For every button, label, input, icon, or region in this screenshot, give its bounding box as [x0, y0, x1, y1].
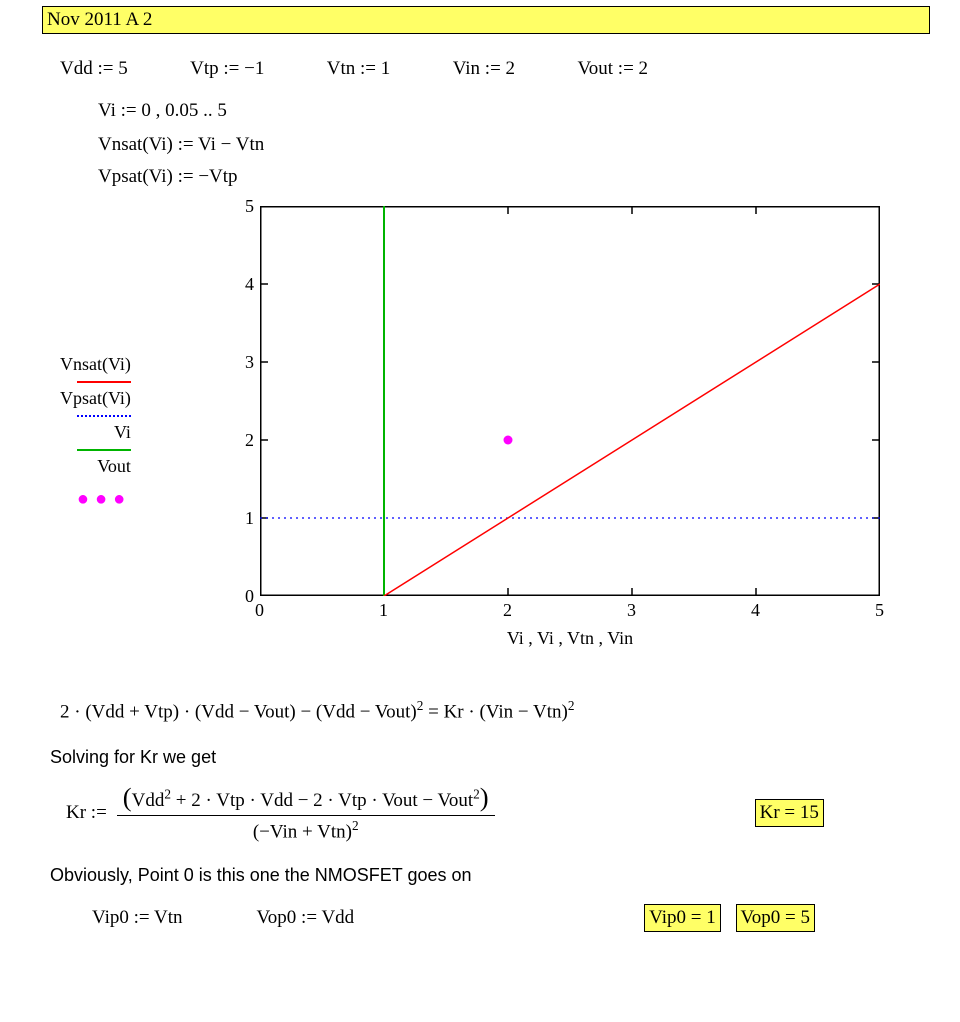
eq-p3: = Kr · (Vin − Vtn): [423, 701, 567, 722]
kr-result: Kr = 15: [755, 799, 824, 827]
chart: Vnsat(Vi) Vpsat(Vi) Vi Vout ●●● 012345 0…: [60, 200, 930, 670]
assign-vout: Vout := 2: [577, 58, 648, 79]
vpsat-def: Vpsat(Vi) := −Vtp: [98, 166, 930, 188]
title-bar: Nov 2011 A 2: [42, 6, 930, 34]
kr-definition: Kr := (Vdd 2 + 2 · Vtp · Vdd − 2 · Vtp · …: [66, 782, 930, 843]
kr-num-t2: + 2 · Vtp · Vdd − 2 · Vtp · Vout − Vout: [171, 790, 473, 811]
vip-results: Vip0 = 1 Vop0 = 5: [644, 904, 815, 932]
kr-den-s1: 2: [352, 818, 359, 833]
kr-lhs: Kr :=: [66, 802, 107, 824]
kr-den-t1: (−Vin + Vtn): [253, 821, 352, 842]
kr-result-box: Kr = 15: [755, 799, 824, 827]
kr-denominator: (−Vin + Vtn)2: [117, 818, 495, 843]
legend-vnsat-swatch: [77, 381, 131, 383]
legend-vpsat-label: Vpsat(Vi): [60, 384, 131, 413]
assign-vin: Vin := 2: [453, 58, 515, 79]
legend-vpsat-swatch: [77, 415, 131, 417]
definition-block: Vi := 0 , 0.05 .. 5 Vnsat(Vi) := Vi − Vt…: [98, 100, 930, 188]
eq-p1: 2 · (Vdd + Vtp) · (Vdd − Vout) − (Vdd − …: [60, 701, 417, 722]
kr-fraction: (Vdd 2 + 2 · Vtp · Vdd − 2 · Vtp · Vout −…: [117, 782, 495, 843]
legend-vnsat: Vnsat(Vi): [60, 350, 131, 384]
obvious-text: Obviously, Point 0 is this one the NMOSF…: [50, 865, 930, 886]
chart-x-label: Vi , Vi , Vtn , Vin: [260, 628, 880, 649]
vip0-assign: Vip0 := Vtn: [92, 907, 183, 929]
assign-vdd: Vdd := 5: [60, 58, 128, 79]
chart-svg: [260, 206, 880, 596]
assignment-row-1: Vdd := 5 Vtp := −1 Vtn := 1 Vin := 2 Vou…: [60, 58, 930, 80]
kr-num-s2: 2: [473, 787, 480, 802]
legend-vi: Vi: [60, 418, 131, 452]
eq-p4: 2: [568, 698, 575, 713]
page-root: Nov 2011 A 2 Vdd := 5 Vtp := −1 Vtn := 1…: [0, 0, 960, 962]
legend-vpsat: Vpsat(Vi): [60, 384, 131, 418]
chart-y-ticks: 012345: [230, 200, 254, 590]
kr-num-open: (: [123, 782, 132, 812]
legend-vout-label: Vout: [97, 452, 131, 481]
legend-vnsat-label: Vnsat(Vi): [60, 350, 131, 379]
chart-plot: [260, 206, 880, 596]
assign-vtp: Vtp := −1: [190, 58, 264, 79]
kr-num-t1: Vdd: [132, 790, 165, 811]
kr-num-close: ): [480, 782, 489, 812]
assign-vtn: Vtn := 1: [327, 58, 391, 79]
legend-vout-swatch: ●●●: [77, 483, 131, 515]
vop0-result: Vop0 = 5: [736, 904, 816, 932]
solving-text: Solving for Kr we get: [50, 747, 930, 768]
vip0-result: Vip0 = 1: [644, 904, 721, 932]
chart-legend: Vnsat(Vi) Vpsat(Vi) Vi Vout ●●●: [60, 350, 131, 486]
legend-vout: Vout ●●●: [60, 452, 131, 486]
main-equation: 2 · (Vdd + Vtp) · (Vdd − Vout) − (Vdd − …: [60, 698, 930, 723]
kr-fraction-bar: [117, 815, 495, 816]
vi-range: Vi := 0 , 0.05 .. 5: [98, 100, 930, 122]
vnsat-def: Vnsat(Vi) := Vi − Vtn: [98, 134, 930, 156]
legend-vi-label: Vi: [114, 418, 131, 447]
vip-vop-row: Vip0 := Vtn Vop0 := Vdd Vip0 = 1 Vop0 = …: [92, 904, 930, 932]
page-title: Nov 2011 A 2: [42, 6, 930, 34]
legend-vi-swatch: [77, 449, 131, 451]
vop0-assign: Vop0 := Vdd: [257, 907, 355, 929]
kr-numerator: (Vdd 2 + 2 · Vtp · Vdd − 2 · Vtp · Vout −…: [117, 782, 495, 813]
